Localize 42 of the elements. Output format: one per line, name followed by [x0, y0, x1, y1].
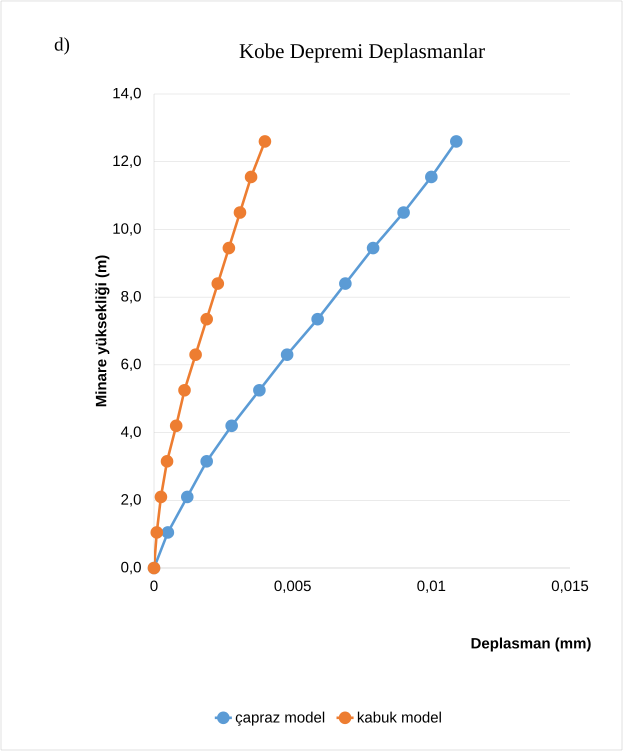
point — [211, 277, 224, 290]
y-tick-label: 10,0 — [113, 223, 141, 236]
point — [170, 419, 182, 432]
point — [253, 384, 266, 397]
point — [258, 135, 272, 148]
x-tick-label: 0,005 — [274, 580, 311, 593]
point — [425, 170, 438, 184]
point — [366, 242, 380, 254]
chart-title: Kobe Depremi Deplasmanlar — [240, 43, 485, 62]
point — [162, 526, 174, 539]
point — [200, 312, 213, 326]
point — [397, 206, 410, 219]
text: d) — [54, 37, 70, 55]
point — [150, 526, 164, 539]
y-tick-label: 0,0 — [121, 562, 141, 574]
x-tick-label: 0,01 — [417, 580, 446, 593]
y-tick-label: 14,0 — [113, 88, 141, 100]
point — [225, 419, 238, 432]
legend-label: kabuk model — [358, 712, 441, 723]
point — [311, 312, 324, 326]
x-tick-label: 0,015 — [552, 580, 588, 593]
y-tick-label: 2,0 — [121, 494, 141, 506]
point — [234, 206, 246, 219]
point — [200, 455, 213, 468]
y-tick-label: 8,0 — [121, 290, 141, 304]
point — [180, 490, 194, 504]
point — [178, 384, 191, 397]
y-tick-label: 4,0 — [120, 426, 141, 439]
x-tick-label: 0 — [150, 580, 158, 592]
point — [450, 135, 463, 148]
point — [222, 242, 236, 254]
point — [160, 455, 174, 468]
point — [339, 277, 352, 290]
point — [189, 348, 202, 361]
legend-label: çapraz model — [236, 712, 324, 726]
y-tick-label: 6,0 — [121, 358, 141, 372]
point — [244, 170, 258, 184]
y-tick-label: 12,0 — [113, 156, 141, 168]
y-axis-title: Minare yüksekliği (m) — [95, 255, 110, 406]
point — [280, 348, 294, 361]
x-axis-title: Deplasman (mm) — [472, 638, 591, 652]
point — [154, 490, 168, 504]
